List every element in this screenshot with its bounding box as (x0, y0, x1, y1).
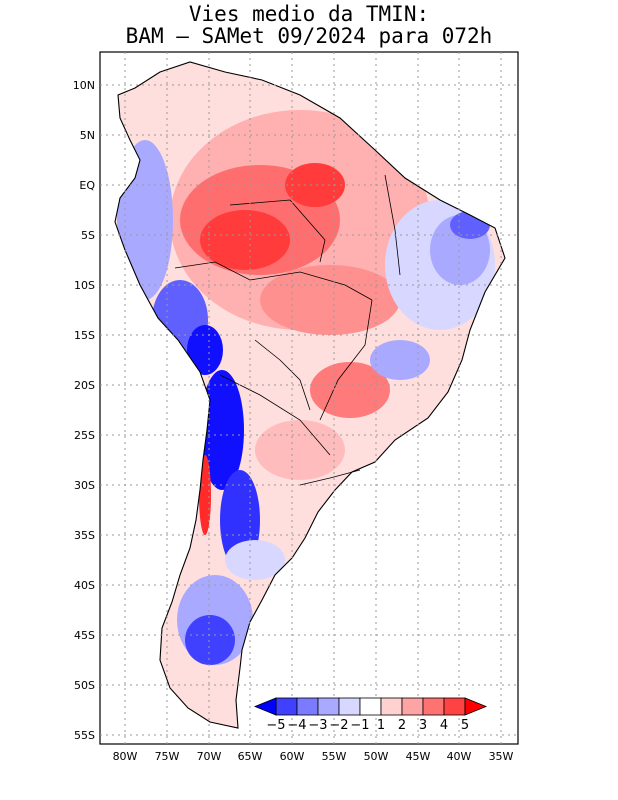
lat-label-40s: 40S (74, 579, 95, 592)
colorbar-swatch (296, 697, 319, 716)
lat-label-eq: EQ (79, 179, 95, 192)
country-borders (174, 174, 401, 486)
lon-label-65w: 65W (238, 750, 263, 763)
lat-label-5s: 5S (81, 229, 95, 242)
lat-label-5n: 5N (80, 129, 95, 142)
lon-label-45w: 45W (406, 750, 431, 763)
colorbar-swatch (338, 697, 361, 716)
colorbar-swatch (359, 697, 382, 716)
colorbar-label: 5 (461, 718, 469, 733)
lon-label-35w: 35W (489, 750, 514, 763)
colorbar-swatch (317, 697, 340, 716)
lat-label-25s: 25S (74, 429, 95, 442)
bias-field (115, 62, 505, 728)
map-title-line1: Vies medio da TMIN: (188, 2, 430, 26)
lat-label-35s: 35S (74, 529, 95, 542)
lat-label-10n: 10N (73, 79, 95, 92)
colorbar-swatch (401, 697, 424, 716)
lon-label-70w: 70W (197, 750, 222, 763)
lat-label-30s: 30S (74, 479, 95, 492)
lat-label-55s: 55S (74, 729, 95, 742)
colorbar-label: 3 (419, 718, 427, 733)
colorbar-label: −4 (287, 718, 306, 733)
colorbar-label: −2 (329, 718, 348, 733)
lat-label-20s: 20S (74, 379, 95, 392)
lat-label-50s: 50S (74, 679, 95, 692)
colorbar-swatch (443, 697, 466, 716)
lon-label-75w: 75W (155, 750, 180, 763)
colorbar (253, 697, 488, 716)
colorbar-min-arrow (253, 697, 277, 716)
colorbar-swatch (275, 697, 298, 716)
colorbar-label: 1 (377, 718, 385, 733)
map-title-line2: BAM – SAMet 09/2024 para 072h (125, 24, 493, 48)
lon-label-40w: 40W (447, 750, 472, 763)
colorbar-label: −3 (308, 718, 327, 733)
colorbar-label: −1 (350, 718, 369, 733)
colorbar-label: −5 (266, 718, 285, 733)
gridlines (100, 52, 518, 744)
colorbar-max-arrow (464, 697, 488, 716)
lon-label-80w: 80W (113, 750, 138, 763)
lon-label-55w: 55W (322, 750, 347, 763)
colorbar-swatch (380, 697, 403, 716)
lat-label-10s: 10S (74, 279, 95, 292)
lon-label-60w: 60W (280, 750, 305, 763)
colorbar-label: 4 (440, 718, 448, 733)
colorbar-swatch (422, 697, 445, 716)
lat-label-15s: 15S (74, 329, 95, 342)
lon-label-50w: 50W (364, 750, 389, 763)
colorbar-label: 2 (398, 718, 406, 733)
lat-label-45s: 45S (74, 629, 95, 642)
